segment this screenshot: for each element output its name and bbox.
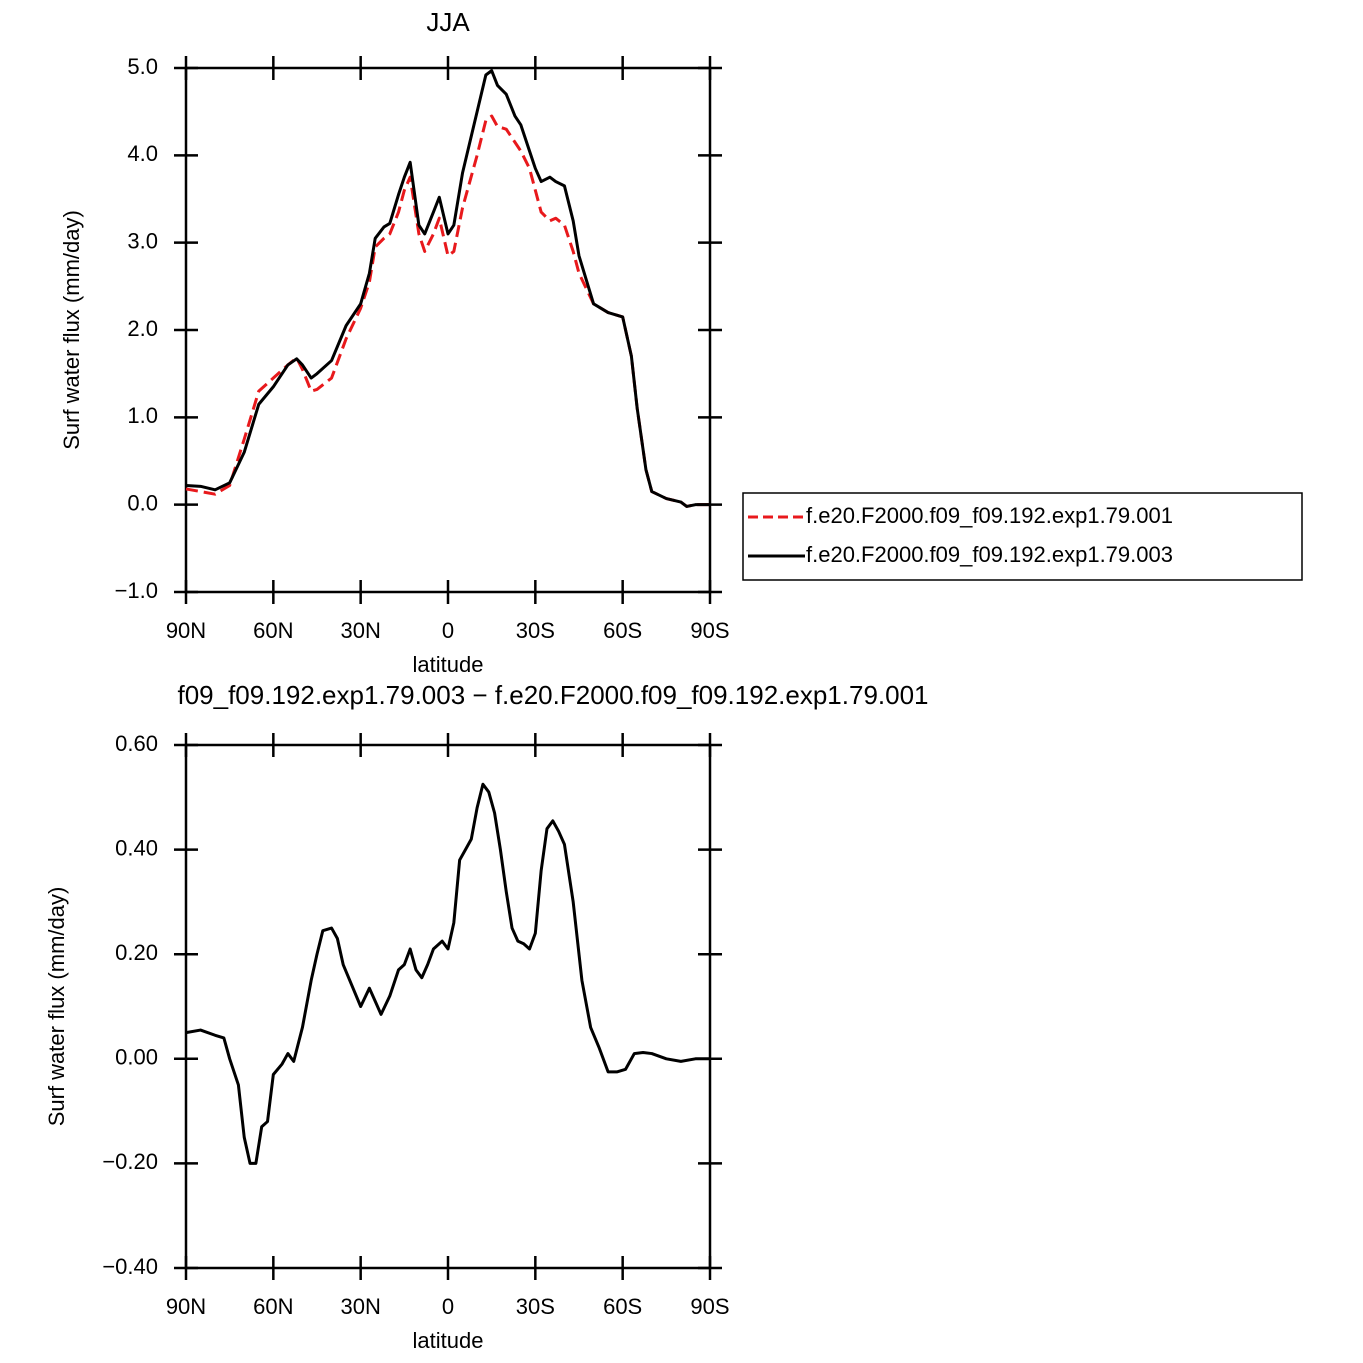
x-tick-label: 0 (442, 1294, 454, 1319)
x-tick-label: 90N (166, 1294, 206, 1319)
x-axis-label: latitude (413, 1328, 484, 1353)
legend-box (742, 492, 1303, 581)
data-line (185, 69, 710, 508)
x-tick-label: 90N (166, 618, 206, 643)
data-line (185, 114, 710, 508)
legend-label: f.e20.F2000.f09_f09.192.exp1.79.003 (806, 542, 1173, 567)
x-tick-label: 90S (690, 618, 729, 643)
data-line (185, 782, 710, 1165)
plot-frame (184, 66, 712, 594)
y-tick-label: 0.00 (115, 1045, 158, 1070)
y-tick-label: −0.20 (102, 1149, 158, 1174)
y-tick-label: 0.40 (115, 835, 158, 860)
chart-title: f09_f09.192.exp1.79.003 − f.e20.F2000.f0… (177, 680, 928, 710)
x-tick-label: 30S (516, 1294, 555, 1319)
y-tick-label: 5.0 (127, 54, 158, 79)
x-tick-label: 60N (253, 1294, 293, 1319)
y-tick-label: −0.40 (102, 1254, 158, 1279)
y-tick-label: 3.0 (127, 228, 158, 253)
y-tick-label: 0.0 (127, 490, 158, 515)
y-tick-label: 2.0 (127, 316, 158, 341)
plot-frame (184, 743, 712, 1270)
y-axis-label: Surf water flux (mm/day) (59, 210, 84, 450)
y-tick-label: 1.0 (127, 403, 158, 428)
y-axis-label: Surf water flux (mm/day) (44, 887, 69, 1127)
x-tick-label: 90S (690, 1294, 729, 1319)
x-axis-label: latitude (413, 652, 484, 677)
x-tick-label: 60S (603, 618, 642, 643)
y-tick-label: 0.60 (115, 731, 158, 756)
x-tick-label: 0 (442, 618, 454, 643)
x-tick-label: 30N (340, 1294, 380, 1319)
y-tick-label: −1.0 (115, 578, 158, 603)
x-tick-label: 30N (340, 618, 380, 643)
legend-label: f.e20.F2000.f09_f09.192.exp1.79.001 (806, 503, 1173, 528)
x-tick-label: 60N (253, 618, 293, 643)
x-tick-label: 60S (603, 1294, 642, 1319)
y-tick-label: 0.20 (115, 940, 158, 965)
x-tick-label: 30S (516, 618, 555, 643)
chart-title: JJA (426, 7, 470, 37)
y-tick-label: 4.0 (127, 141, 158, 166)
